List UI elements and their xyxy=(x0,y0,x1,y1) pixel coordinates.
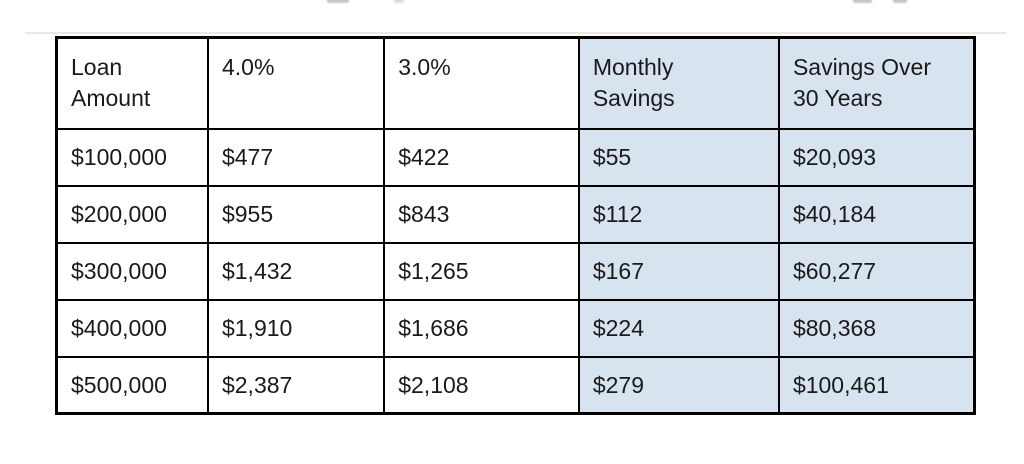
clipped-text-fragment xyxy=(394,0,404,3)
header-cell-5: Savings Over 30 Years xyxy=(777,36,976,130)
table-cell: $60,277 xyxy=(777,241,976,301)
table-cell: $500,000 xyxy=(55,355,209,415)
table-cell: $112 xyxy=(577,184,780,244)
table-cell: $422 xyxy=(383,127,580,187)
table-row: $500,000 $2,387 $2,108 $279 $100,461 xyxy=(55,355,976,415)
table-cell: $300,000 xyxy=(55,241,209,301)
table-cell: $55 xyxy=(577,127,780,187)
table-cell: $400,000 xyxy=(55,298,209,358)
clipped-text-fragment xyxy=(327,0,349,3)
table-row: $400,000 $1,910 $1,686 $224 $80,368 xyxy=(55,298,976,358)
table-cell: $279 xyxy=(577,355,780,415)
table-cell: $955 xyxy=(206,184,386,244)
table-cell: $224 xyxy=(577,298,780,358)
table-cell: $1,432 xyxy=(206,241,386,301)
table-cell: $1,686 xyxy=(383,298,580,358)
table-row: $300,000 $1,432 $1,265 $167 $60,277 xyxy=(55,241,976,301)
table-cell: $2,387 xyxy=(206,355,386,415)
table-cell: $1,265 xyxy=(383,241,580,301)
table-cell: $100,461 xyxy=(777,355,976,415)
table-cell: $1,910 xyxy=(206,298,386,358)
table-cell: $20,093 xyxy=(777,127,976,187)
table-header: Loan Amount 4.0% 3.0% Monthly Savings Saving… xyxy=(55,36,976,130)
table-cell: $80,368 xyxy=(777,298,976,358)
header-cell-4: Monthly Savings xyxy=(577,36,780,130)
content-edge-line xyxy=(25,32,1006,34)
table-cell: $477 xyxy=(206,127,386,187)
table-cell: $100,000 xyxy=(55,127,209,187)
header-cell-3: 3.0% xyxy=(383,36,580,130)
header-cell-1: Loan Amount xyxy=(55,36,209,130)
clipped-text-fragment xyxy=(893,0,907,3)
table-cell: $200,000 xyxy=(55,184,209,244)
table-cell: $843 xyxy=(383,184,580,244)
clipped-text-fragment xyxy=(853,0,872,3)
table-row: $100,000 $477 $422 $55 $20,093 xyxy=(55,127,976,187)
mortgage-refinance-savings-table: Loan Amount 4.0% 3.0% Monthly Savings Saving… xyxy=(55,36,976,415)
table-cell: $167 xyxy=(577,241,780,301)
header-row: Loan Amount 4.0% 3.0% Monthly Savings Saving… xyxy=(55,36,976,130)
table-cell: $40,184 xyxy=(777,184,976,244)
header-cell-2: 4.0% xyxy=(206,36,386,130)
table-body: $100,000 $477 $422 $55 $20,093 $200,000 $955 $8… xyxy=(55,127,976,415)
table-cell: $2,108 xyxy=(383,355,580,415)
table-row: $200,000 $955 $843 $112 $40,184 xyxy=(55,184,976,244)
